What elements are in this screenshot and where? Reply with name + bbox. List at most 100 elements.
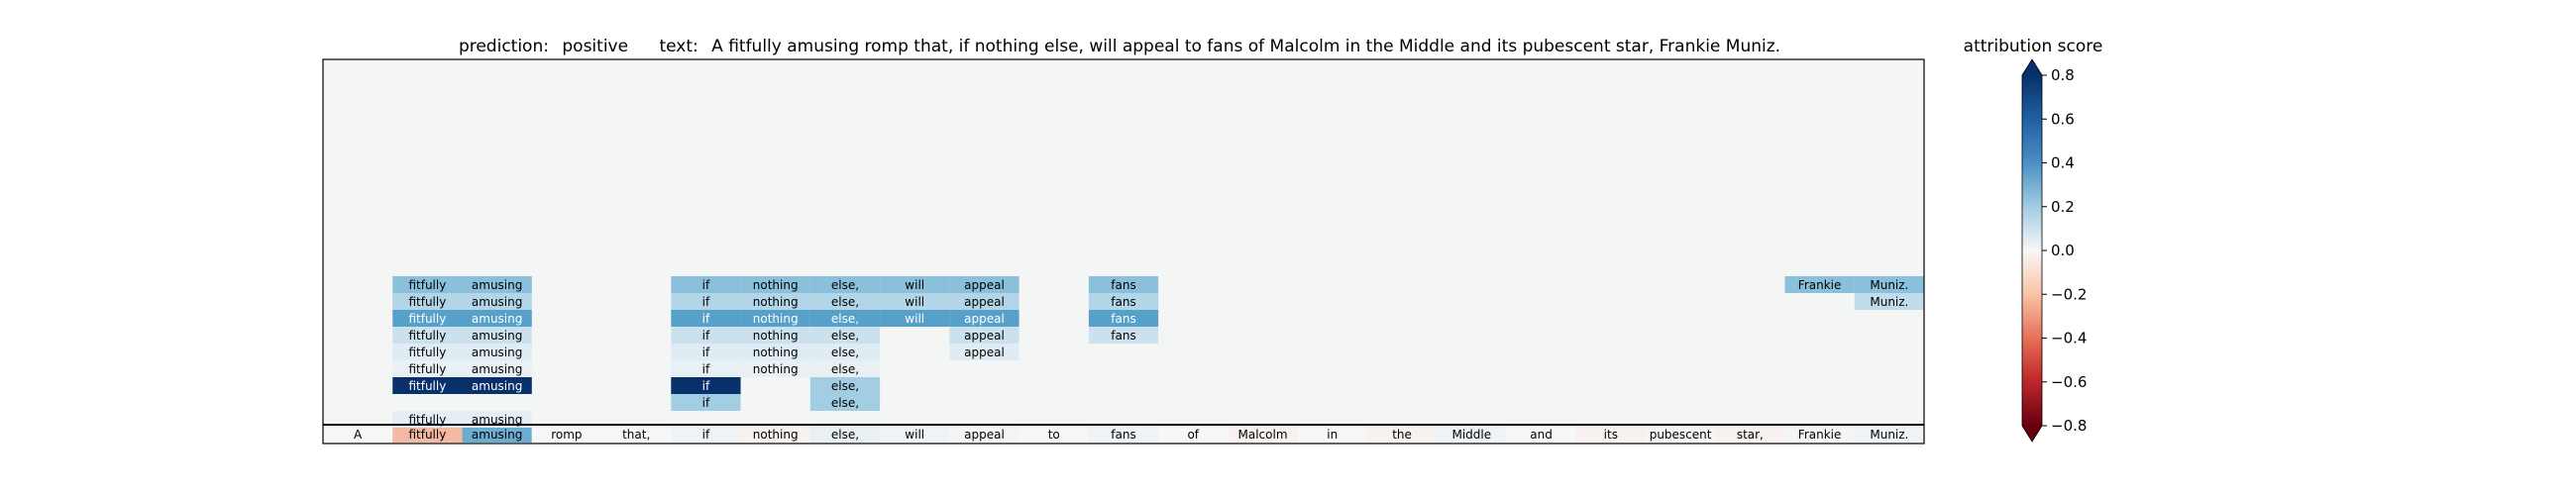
- layer-token-cell: [671, 377, 741, 394]
- input-text: A fitfully amusing romp that, if nothing…: [711, 37, 1780, 56]
- base-token-cell: [1645, 426, 1716, 443]
- layer-token-label: if: [702, 346, 710, 359]
- layer-token-cell: [1088, 276, 1159, 293]
- layer-token-label: if: [702, 362, 710, 376]
- layer-token-cell: [462, 377, 532, 394]
- layer-token-label: if: [702, 295, 710, 309]
- layer-token-label: amusing: [472, 329, 522, 343]
- layer-token-label: nothing: [753, 295, 799, 309]
- layer-token-cell: [1088, 327, 1159, 344]
- base-token-cell: [601, 426, 672, 443]
- layer-token-label: appeal: [964, 278, 1005, 292]
- layer-token-cell: [392, 293, 463, 310]
- layer-token-label: amusing: [472, 278, 522, 292]
- chart-title: prediction: positive text: A fitfully am…: [459, 37, 1780, 56]
- layer-token-label: fans: [1111, 295, 1135, 309]
- layer-token-cell: [809, 360, 881, 377]
- base-token-cell: [1297, 426, 1367, 443]
- layer-token-cell: [809, 276, 881, 293]
- layer-token-cell: [671, 344, 741, 360]
- layer-token-label: amusing: [472, 295, 522, 309]
- layer-token-cell: [671, 293, 741, 310]
- layer-token-cell: [809, 377, 881, 394]
- layer-token-cell: [671, 310, 741, 327]
- base-token-label: else,: [831, 428, 859, 442]
- layer-token-cell: [1854, 293, 1924, 310]
- layer-token-label: if: [702, 312, 710, 326]
- layer-token-cell: [809, 327, 881, 344]
- layer-token-cell: [392, 360, 463, 377]
- colorbar-top-arrow: [2022, 59, 2042, 75]
- layer-token-label: amusing: [472, 413, 522, 427]
- layer-token-cell: [1854, 276, 1924, 293]
- base-token-label: of: [1187, 428, 1199, 442]
- layer-token-label: nothing: [753, 329, 799, 343]
- layer-token-label: nothing: [753, 362, 799, 376]
- layer-token-label: amusing: [472, 379, 522, 393]
- layer-token-cell: [949, 327, 1020, 344]
- layer-token-label: fitfully: [408, 362, 446, 376]
- layer-token-cell: [392, 276, 463, 293]
- layer-token-cell: [809, 293, 881, 310]
- layer-token-label: amusing: [472, 346, 522, 359]
- layer-token-label: else,: [831, 329, 859, 343]
- base-token-cell: [809, 426, 881, 443]
- layer-token-cell: [740, 327, 810, 344]
- layer-token-label: if: [702, 396, 710, 410]
- layer-token-label: will: [905, 312, 924, 326]
- layer-token-label: Frankie: [1798, 278, 1842, 292]
- layer-token-cell: [880, 310, 950, 327]
- base-token-cell: [1366, 426, 1438, 443]
- base-token-cell: [1715, 426, 1785, 443]
- base-token-label: star,: [1737, 428, 1764, 442]
- layer-token-label: else,: [831, 396, 859, 410]
- layer-token-label: fitfully: [408, 413, 446, 427]
- layer-token-label: fans: [1111, 278, 1135, 292]
- layer-token-cell: [671, 276, 741, 293]
- layer-token-cell: [1088, 310, 1159, 327]
- colorbar-tick-label: −0.2: [2051, 285, 2087, 303]
- base-token-label: Malcolm: [1238, 428, 1288, 442]
- layer-token-label: amusing: [472, 362, 522, 376]
- layer-token-cell: [462, 411, 532, 428]
- colorbar-tick-label: −0.6: [2051, 373, 2087, 391]
- base-token-label: to: [1048, 428, 1060, 442]
- layer-token-label: fans: [1111, 312, 1135, 326]
- colorbar-tick-label: 0.2: [2051, 198, 2075, 216]
- base-token-label: in: [1327, 428, 1338, 442]
- layer-token-cell: [392, 411, 463, 428]
- layer-token-label: fitfully: [408, 312, 446, 326]
- layer-token-label: appeal: [964, 346, 1005, 359]
- base-token-label: pubescent: [1650, 428, 1712, 442]
- layer-token-label: fans: [1111, 329, 1135, 343]
- base-token-label: the: [1392, 428, 1412, 442]
- base-token-label: appeal: [964, 428, 1005, 442]
- layer-token-cell: [809, 394, 881, 411]
- layer-token-label: nothing: [753, 278, 799, 292]
- colorbar-tick-label: −0.4: [2051, 330, 2087, 347]
- base-token-label: will: [905, 428, 924, 442]
- layer-token-label: if: [702, 329, 710, 343]
- layer-token-cell: [462, 310, 532, 327]
- layer-token-label: will: [905, 278, 924, 292]
- plot-area: [323, 59, 1924, 444]
- layer-token-cell: [392, 327, 463, 344]
- layer-token-cell: [949, 293, 1020, 310]
- base-token-label: amusing: [472, 428, 522, 442]
- layer-token-cell: [1784, 276, 1855, 293]
- base-token-cell: [1088, 426, 1159, 443]
- base-token-cell: [1854, 426, 1924, 443]
- layer-token-cell: [462, 276, 532, 293]
- colorbar-ticks: 0.8 0.6 0.4 0.2 0.0 −0.2 −0.4 −0.6 −0.8: [2042, 66, 2087, 435]
- layer-token-cell: [392, 310, 463, 327]
- layer-token-cell: [671, 360, 741, 377]
- layer-token-label: fitfully: [408, 346, 446, 359]
- layer-token-label: else,: [831, 278, 859, 292]
- layer-token-cell: [462, 344, 532, 360]
- plot-frame: [322, 58, 1925, 445]
- layer-token-label: fitfully: [408, 295, 446, 309]
- base-token-label: A: [354, 428, 363, 442]
- colorbar-tick-label: 0.8: [2051, 66, 2075, 84]
- layer-token-label: else,: [831, 379, 859, 393]
